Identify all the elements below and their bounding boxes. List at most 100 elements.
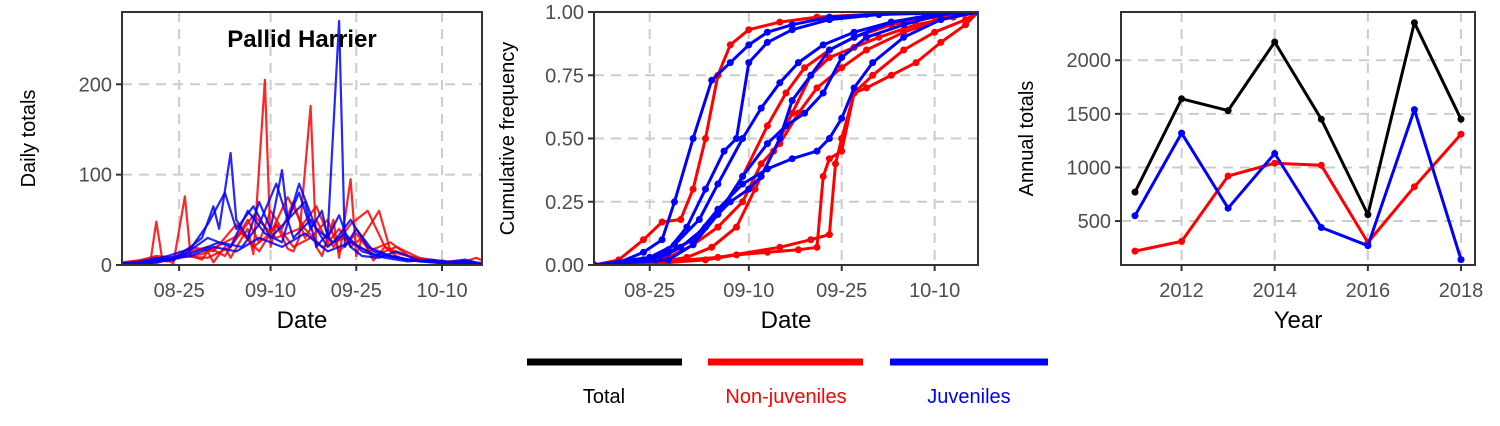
data-point-juveniles xyxy=(838,54,846,61)
x-tick-label: 10-10 xyxy=(416,280,467,302)
data-point-non_juveniles xyxy=(739,198,747,206)
y-tick-label: 1500 xyxy=(1067,104,1112,126)
y-axis-title: Daily totals xyxy=(18,90,40,188)
data-point-juveniles xyxy=(813,147,821,155)
grid-lines xyxy=(594,11,978,266)
data-point-juveniles xyxy=(739,135,747,142)
x-tick-label: 08-25 xyxy=(624,280,675,302)
series-line-non_juveniles xyxy=(122,78,482,265)
data-point-juveniles xyxy=(776,79,784,87)
data-point-juveniles xyxy=(702,185,709,193)
data-point-non_juveniles xyxy=(689,185,697,193)
data-point-juveniles xyxy=(937,16,945,24)
data-point-non_juveniles xyxy=(714,253,722,261)
data-point-juveniles xyxy=(875,12,883,18)
x-axis-title: Year xyxy=(1274,307,1323,334)
series-line-juveniles xyxy=(122,232,482,265)
data-point-juveniles xyxy=(671,198,678,206)
y-tick-label: 0 xyxy=(101,255,112,277)
chart-title: Pallid Harrier xyxy=(227,26,376,53)
data-point-non_juveniles xyxy=(875,33,883,41)
data-point-juveniles xyxy=(863,33,870,41)
data-point-juveniles xyxy=(745,185,753,193)
data-point-juveniles xyxy=(763,140,771,148)
data-point-total xyxy=(1317,115,1325,123)
data-point-juveniles xyxy=(1178,129,1186,137)
data-point-non_juveniles xyxy=(801,64,809,72)
data-point-non_juveniles xyxy=(937,38,945,46)
data-point-non_juveniles xyxy=(714,223,722,231)
data-point-non_juveniles xyxy=(733,223,740,231)
data-point-juveniles xyxy=(733,135,740,142)
plot-frame xyxy=(1120,11,1476,266)
series-group xyxy=(122,19,482,265)
x-tick-label: 2012 xyxy=(1159,280,1204,302)
data-point-juveniles xyxy=(745,59,753,67)
plot-frame xyxy=(121,11,483,266)
data-point-non_juveniles xyxy=(745,26,753,34)
data-point-non_juveniles xyxy=(677,216,685,223)
data-point-juveniles xyxy=(1224,204,1232,212)
y-axis-title: Annual totals xyxy=(1016,81,1038,197)
y-axis-title: Cumulative frequency xyxy=(497,42,519,235)
data-point-total xyxy=(1457,115,1465,123)
data-point-non_juveniles xyxy=(782,89,790,97)
data-point-non_juveniles xyxy=(825,231,833,239)
data-point-non_juveniles xyxy=(863,46,870,54)
data-point-juveniles xyxy=(671,241,678,249)
data-point-juveniles xyxy=(763,28,771,36)
data-point-juveniles xyxy=(825,135,833,142)
data-point-juveniles xyxy=(714,180,722,188)
data-point-juveniles xyxy=(689,135,697,142)
data-point-juveniles xyxy=(1364,242,1372,250)
data-point-non_juveniles xyxy=(751,185,759,193)
x-tick-label: 09-10 xyxy=(245,280,296,302)
data-point-juveniles xyxy=(825,16,833,24)
data-point-juveniles xyxy=(695,216,703,223)
data-point-non_juveniles xyxy=(763,122,771,130)
y-tick-label: 500 xyxy=(1078,211,1111,233)
data-point-non_juveniles xyxy=(900,46,908,54)
data-point-non_juveniles xyxy=(1224,172,1232,180)
x-tick-label: 2018 xyxy=(1439,280,1484,302)
data-point-juveniles xyxy=(788,97,796,104)
data-point-total xyxy=(1131,188,1139,196)
data-point-non_juveniles xyxy=(838,64,846,72)
data-point-juveniles xyxy=(900,33,908,41)
data-point-juveniles xyxy=(739,172,747,180)
data-point-non_juveniles xyxy=(838,135,846,142)
data-point-non_juveniles xyxy=(658,218,666,226)
y-tick-label: 200 xyxy=(79,74,112,96)
data-point-juveniles xyxy=(838,114,846,122)
x-tick-label: 09-25 xyxy=(816,280,867,302)
data-point-non_juveniles xyxy=(813,84,821,92)
data-point-total xyxy=(1224,107,1232,115)
data-point-juveniles xyxy=(794,59,802,67)
data-point-total xyxy=(1410,19,1418,27)
y-tick-label: 100 xyxy=(79,165,112,187)
data-point-juveniles xyxy=(664,248,672,256)
data-point-juveniles xyxy=(850,84,858,92)
x-tick-label: 2014 xyxy=(1252,280,1297,302)
data-point-non_juveniles xyxy=(962,21,970,29)
data-point-juveniles xyxy=(720,147,728,155)
data-point-non_juveniles xyxy=(900,28,908,36)
data-point-non_juveniles xyxy=(863,84,870,92)
legend: Total Non-juveniles Juveniles xyxy=(527,358,1048,408)
data-point-juveniles xyxy=(763,165,771,173)
data-point-non_juveniles xyxy=(832,160,839,168)
data-point-juveniles xyxy=(763,38,771,46)
data-point-juveniles xyxy=(708,76,716,84)
data-point-juveniles xyxy=(887,18,895,26)
data-point-juveniles xyxy=(900,21,908,29)
data-point-juveniles xyxy=(776,135,784,142)
x-tick-label: 2016 xyxy=(1346,280,1391,302)
x-tick-label: 09-25 xyxy=(331,280,382,302)
data-point-juveniles xyxy=(739,180,747,188)
panel-annual-totals: 2012 2014 2016 2018 500 1000 1500 2000 Year Annua… xyxy=(1016,11,1484,334)
series-line-total xyxy=(1133,21,1463,217)
data-point-juveniles xyxy=(788,155,796,163)
data-point-juveniles xyxy=(825,46,833,54)
panel-daily-totals: 08-25 09-10 09-25 10-10 0 100 200 Date Daily tot… xyxy=(18,11,483,334)
data-point-non_juveniles xyxy=(776,18,784,26)
